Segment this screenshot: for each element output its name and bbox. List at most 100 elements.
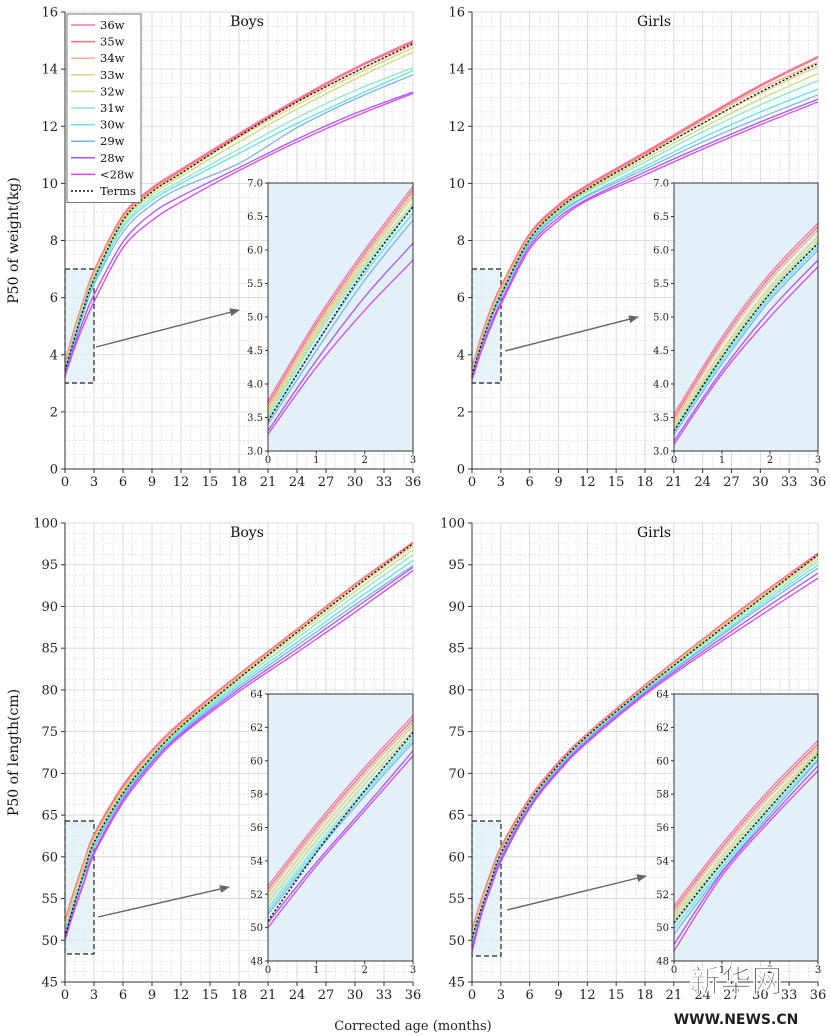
inset-series-line-Terms [674, 753, 818, 924]
y-tick-label: 0 [457, 463, 465, 478]
inset-y-tick-label: 50 [656, 923, 669, 934]
y-tick-label: 10 [448, 177, 465, 192]
x-tick-label: 18 [231, 988, 248, 1003]
y-tick-label: 95 [448, 558, 465, 573]
y-tick-label: 90 [41, 600, 58, 615]
y-tick-label: 12 [41, 120, 58, 135]
inset-series-line-28w [268, 750, 413, 924]
y-tick-label: 75 [448, 725, 465, 740]
x-tick-label: 12 [173, 988, 190, 1003]
inset-series-line-lt28w [268, 755, 413, 929]
chart-panel-length-girls: 0 3 6 9 12 15 18 21 24 27 30 33 36455055606570758085… [440, 517, 826, 1004]
legend: 36w 35w 34w 33w 32w 31w 30w 29w 28w <28w Terms [66, 13, 142, 204]
y-tick-label: 50 [41, 934, 58, 949]
inset-series-line-33w [674, 236, 818, 425]
inset-series-line-34w [268, 192, 413, 408]
series-line-Terms [65, 42, 413, 371]
y-tick-label: 16 [41, 6, 58, 21]
inset-y-tick-label: 60 [656, 756, 669, 767]
x-tick-label: 3 [90, 988, 98, 1003]
tick-group: 0 3 6 9 12 15 18 21 24 27 30 33 36455055606570758085… [440, 517, 826, 1004]
x-tick-label: 21 [260, 475, 277, 490]
x-tick-label: 3 [497, 475, 505, 490]
x-tick-label: 6 [526, 475, 534, 490]
inset-series-line-33w [268, 196, 413, 412]
y-tick-label: 95 [41, 558, 58, 573]
inset-y-tick-label: 58 [250, 790, 263, 801]
inset-series-line-30w [674, 246, 818, 432]
series-line-33w [65, 545, 413, 926]
y-tick-label: 45 [448, 976, 465, 991]
x-tick-label: 3 [497, 988, 505, 1003]
inset-x-tick-label: 2 [767, 455, 773, 466]
inset-y-tick-label: 62 [656, 723, 669, 734]
inset-series-group [674, 740, 818, 952]
x-tick-label: 0 [61, 475, 69, 490]
inset-series-line-29w [674, 249, 818, 435]
legend-label-32w: 32w [100, 84, 125, 98]
inset-y-tick-label: 3.5 [653, 413, 669, 424]
legend-label-31w: 31w [100, 101, 125, 115]
inset-series-line-lt28w [268, 259, 413, 435]
inset-x-tick-label: 2 [361, 965, 367, 976]
x-tick-label: 36 [810, 475, 827, 490]
x-tick-label: 18 [231, 475, 248, 490]
x-tick-label: 15 [202, 475, 219, 490]
legend-label-29w: 29w [100, 134, 125, 148]
x-tick-label: 0 [468, 988, 476, 1003]
inset-y-tick-label: 50 [250, 923, 263, 934]
legend-label-36w: 36w [100, 18, 125, 32]
series-line-34w [472, 61, 818, 371]
inset-series-group [268, 715, 413, 929]
inset-y-tick-label: 60 [250, 756, 263, 767]
inset-weight-girls: 0 1 2 3 3.0 3.5 4.0 4.5 5.0 5.5 6.0 6.5 7.0 [653, 179, 821, 467]
watermark-url: WWW.NEWS.CN [674, 1012, 799, 1028]
inset-x-tick-label: 1 [313, 455, 319, 466]
watermark: 新华网 WWW.NEWS.CN [674, 964, 799, 1028]
y-tick-label: 85 [41, 642, 58, 657]
inset-series-line-36w [674, 222, 818, 415]
x-tick-label: 0 [61, 988, 69, 1003]
inset-series-group [674, 222, 818, 445]
x-tick-label: 33 [376, 475, 393, 490]
watermark-logo-text: 新华网 [690, 964, 783, 1000]
x-tick-label: 15 [608, 475, 625, 490]
inset-x-tick-label: 2 [361, 455, 367, 466]
x-tick-label: 6 [119, 988, 127, 1003]
legend-label-34w: 34w [100, 51, 125, 65]
inset-y-tick-label: 64 [656, 690, 669, 701]
series-group [472, 552, 818, 953]
inset-series-line-Terms [268, 731, 413, 922]
x-tick-label: 24 [694, 475, 711, 490]
x-tick-label: 33 [781, 988, 798, 1003]
inset-series-line-29w [268, 219, 413, 425]
x-tick-label: 9 [554, 988, 562, 1003]
chart-title: Girls [637, 525, 671, 541]
chart-panel-length-boys: 0 3 6 9 12 15 18 21 24 27 30 33 36455055606570758085… [6, 517, 421, 1004]
x-tick-label: 12 [579, 475, 596, 490]
series-line-Terms [472, 554, 818, 938]
inset-y-tick-label: 4.5 [653, 346, 669, 357]
x-tick-label: 30 [347, 475, 364, 490]
inset-series-line-29w [674, 760, 818, 935]
series-group [65, 39, 413, 377]
inset-series-line-32w [674, 751, 818, 920]
x-tick-label: 27 [723, 988, 740, 1003]
x-tick-label: 33 [781, 475, 798, 490]
inset-series-line-33w [268, 725, 413, 898]
inset-x-tick-label: 1 [719, 455, 725, 466]
inset-y-tick-label: 54 [250, 856, 263, 867]
y-tick-label: 4 [457, 348, 465, 363]
inset-x-tick-label: 2 [767, 965, 773, 976]
inset-y-tick-label: 5.0 [653, 313, 669, 324]
y-tick-label: 50 [448, 934, 465, 949]
inset-x-tick-label: 0 [671, 965, 677, 976]
y-tick-label: 14 [448, 63, 465, 78]
inset-series-line-36w [268, 185, 413, 402]
inset-x-tick-label: 0 [265, 965, 271, 976]
inset-series-line-32w [268, 202, 413, 415]
chart-panel-weight-boys: 0 3 6 9 12 15 18 21 24 27 30 33 360246810121416BoysP… [6, 6, 421, 491]
inset-background [268, 694, 413, 961]
inset-y-tick-label: 58 [656, 790, 669, 801]
legend-label-Terms: Terms [100, 184, 136, 198]
